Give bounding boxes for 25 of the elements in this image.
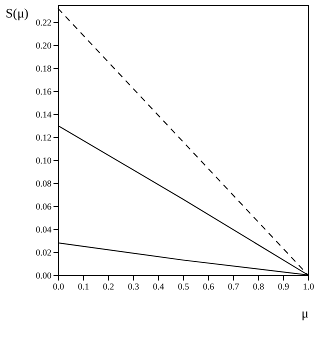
x-tick-label: 0.1	[78, 282, 90, 292]
y-tick-label: 0.14	[36, 110, 52, 120]
y-tick-label: 0.20	[36, 40, 52, 51]
y-tick-label: 0.08	[36, 178, 52, 189]
x-tick-label: 0.3	[128, 282, 140, 292]
x-tick-label: 1.0	[302, 282, 315, 292]
x-tick-label: 0.6	[202, 282, 215, 292]
y-tick-label: 0.12	[36, 132, 52, 143]
y-tick-label: 0.02	[36, 248, 52, 258]
x-tick-label: 0.7	[228, 282, 240, 292]
x-tick-label: 0.5	[178, 282, 190, 292]
x-tick-label: 0.8	[252, 282, 265, 292]
x-tick-label: 0.4	[152, 282, 165, 292]
y-tick-label: 0.22	[36, 18, 52, 28]
y-tick-label: 0.00	[36, 270, 52, 280]
y-tick-label: 0.16	[36, 86, 52, 97]
y-tick-label: 0.10	[36, 156, 52, 166]
y-tick-label: 0.18	[36, 64, 52, 74]
x-tick-label: 0.9	[278, 282, 290, 292]
x-tick-label: 0.2	[102, 282, 114, 292]
y-tick-label: 0.06	[36, 202, 52, 212]
y-tick-label: 0.04	[36, 224, 52, 235]
x-tick-label: 0.0	[52, 282, 65, 292]
y-axis-title: S(μ)	[6, 6, 28, 20]
x-axis-title: μ	[302, 306, 309, 320]
